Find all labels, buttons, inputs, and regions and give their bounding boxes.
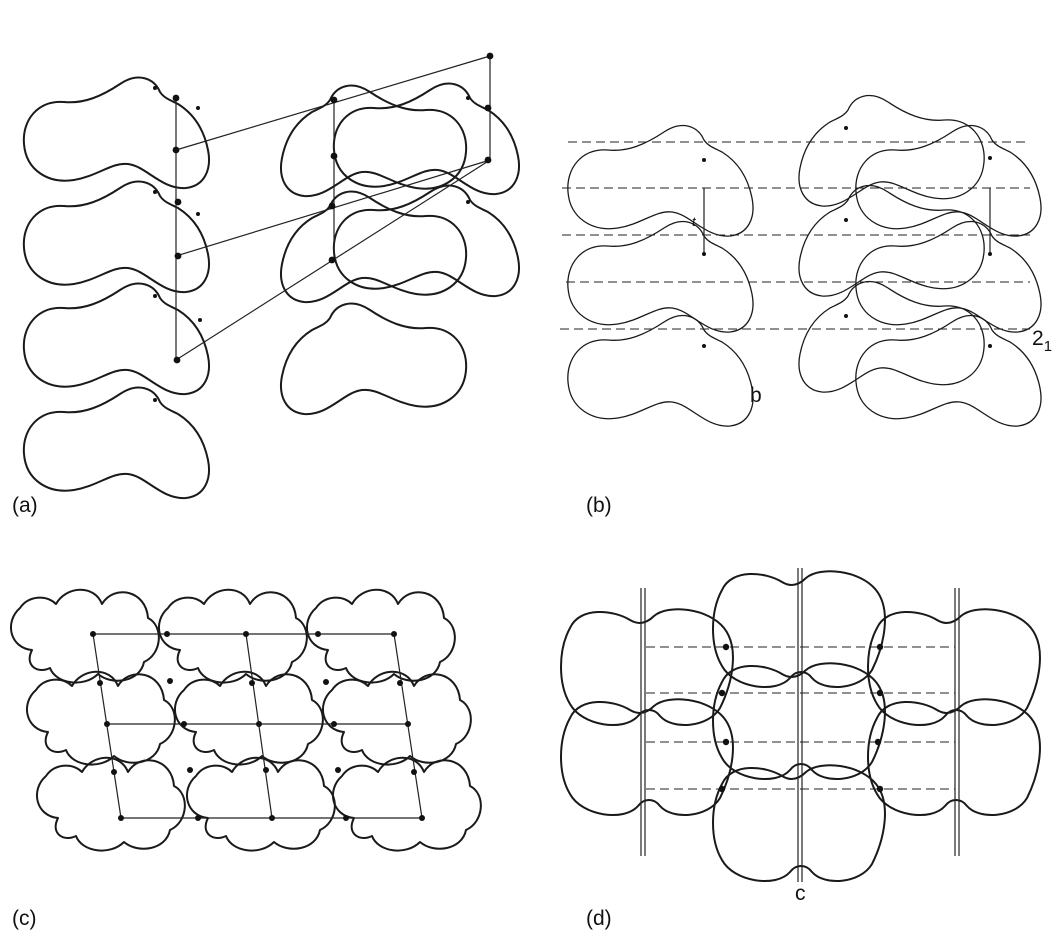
panel-c-molecules (9, 588, 482, 852)
panel-b-molecules (567, 94, 1042, 427)
panel-a-caption: (a) (12, 494, 38, 517)
panel-d: c (d) (560, 568, 1041, 930)
c-axis-label: c (795, 882, 806, 905)
panel-b-translation-vectors (702, 188, 992, 256)
panel-b: t b 21 (b) (560, 94, 1052, 517)
panel-c-caption: (c) (12, 907, 37, 930)
panel-a-molecules (22, 76, 521, 500)
panel-a: (a) (12, 52, 521, 517)
translation-vector-label: t (692, 214, 697, 229)
panel-c-points (90, 631, 425, 821)
panel-d-translations (646, 646, 955, 790)
screw-axis-label: 21 (1032, 327, 1052, 355)
panel-c: (c) (9, 588, 482, 930)
panel-b-screw-axes (560, 141, 1030, 330)
panel-d-molecules (560, 570, 1041, 883)
panel-b-centers (702, 126, 992, 348)
panel-d-caption: (d) (586, 907, 612, 930)
panel-a-points (153, 52, 494, 402)
panel-b-caption: (b) (586, 494, 612, 517)
panel-d-points (718, 643, 884, 793)
b-axis-label: b (750, 384, 762, 407)
panel-d-glide-planes (640, 568, 960, 882)
